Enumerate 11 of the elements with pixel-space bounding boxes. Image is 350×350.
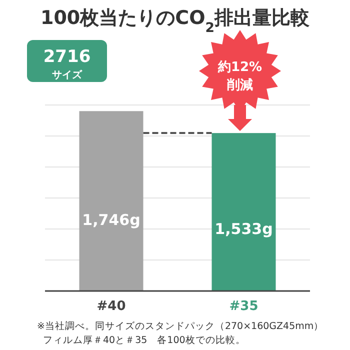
text: 削減 bbox=[226, 78, 253, 93]
x-tick-label: #40 bbox=[96, 299, 126, 314]
data-label: 1,746g bbox=[82, 211, 140, 230]
text: フィルム厚＃40と＃35 各100枚での比較。 bbox=[43, 334, 246, 346]
text: 約12% bbox=[216, 60, 262, 75]
text: 2716 bbox=[43, 47, 91, 67]
data-label: 1,533g bbox=[214, 220, 273, 238]
chart-title: 100枚当たりのCO$_{2}$排出量比較 bbox=[40, 7, 311, 36]
text: ※当社調べ。同サイズのスタンドパック（270×160GZ45mm） bbox=[37, 320, 324, 332]
text: サイズ bbox=[52, 69, 83, 81]
x-tick-label: #35 bbox=[229, 299, 258, 314]
